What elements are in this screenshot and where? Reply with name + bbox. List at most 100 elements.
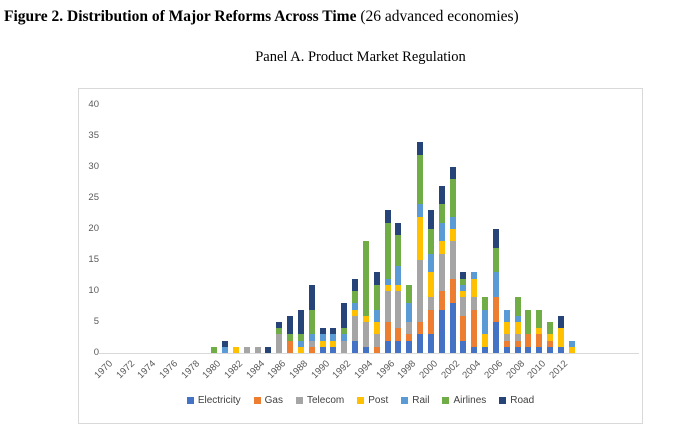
bar-segment-telecom-2004 xyxy=(471,297,478,310)
bar-segment-electricity-2002 xyxy=(449,303,456,353)
bar-segment-telecom-1998 xyxy=(406,322,413,335)
bar-segment-airlines-2003 xyxy=(460,278,467,285)
bar-segment-telecom-2003 xyxy=(460,297,467,316)
bar-segment-road-1995 xyxy=(373,272,380,285)
legend-label: Rail xyxy=(412,395,430,406)
bar-segment-airlines-1995 xyxy=(373,284,380,310)
bar-segment-post-2002 xyxy=(449,229,456,242)
bar-segment-rail-1981 xyxy=(222,346,229,353)
bar-segment-post-2013 xyxy=(568,346,575,353)
y-axis-tick-label: 20 xyxy=(88,223,99,234)
bar-segment-rail-1992 xyxy=(341,334,348,341)
bar-segment-telecom-1992 xyxy=(341,340,348,353)
chart-box: 0 5 10 15 20 25 30 35 40 1970 1972 1974 1976 1978 1980… xyxy=(78,88,643,424)
bar-segment-rail-2003 xyxy=(460,284,467,291)
bar-segment-gas-1995 xyxy=(373,346,380,353)
bar-segment-gas-2002 xyxy=(449,278,456,304)
bar-segment-electricity-2000 xyxy=(427,334,434,353)
legend-swatch-icon xyxy=(186,397,194,404)
panel-title: Panel A. Product Market Regulation xyxy=(255,49,466,65)
bar-segment-telecom-2008 xyxy=(514,334,521,341)
y-axis-tick-label: 5 xyxy=(93,316,99,327)
legend-item-rail: Rail xyxy=(401,395,429,406)
bar-segment-electricity-1998 xyxy=(406,340,413,353)
bar-segment-gas-2007 xyxy=(503,340,510,347)
bar-segment-rail-1998 xyxy=(406,303,413,322)
bar-segment-electricity-1997 xyxy=(395,340,402,353)
bar-segment-gas-2000 xyxy=(427,309,434,335)
bar-segment-electricity-2012 xyxy=(557,346,564,353)
bar-segment-rail-1995 xyxy=(373,309,380,322)
bar-segment-gas-1996 xyxy=(384,322,391,341)
y-axis-tick-label: 30 xyxy=(88,161,99,172)
bar-segment-electricity-2001 xyxy=(438,309,445,353)
y-axis-tick-label: 0 xyxy=(93,347,99,358)
bar-segment-road-1988 xyxy=(297,309,304,335)
bar-segment-post-1997 xyxy=(395,284,402,291)
bar-segment-electricity-2003 xyxy=(460,340,467,353)
bar-segment-post-2005 xyxy=(482,334,489,347)
legend-item-airlines: Airlines xyxy=(442,395,486,406)
bar-segment-road-1987 xyxy=(287,315,294,335)
bar-segment-airlines-1986 xyxy=(276,328,283,335)
bar-segment-rail-2004 xyxy=(471,272,478,279)
figure-title-normal: (26 advanced economies) xyxy=(356,8,519,25)
bar-segment-post-2010 xyxy=(536,328,543,335)
bar-segment-post-1982 xyxy=(232,346,239,353)
bar-segment-airlines-1980 xyxy=(211,346,218,353)
legend-item-gas: Gas xyxy=(253,395,283,406)
bar-segment-road-2001 xyxy=(438,185,445,205)
bar-segment-electricity-2006 xyxy=(492,322,499,353)
legend-label: Post xyxy=(368,395,389,406)
chart-legend: Electricity Gas Telecom Post Rail Airlines Roa… xyxy=(79,395,642,406)
bar-segment-gas-1999 xyxy=(417,322,424,335)
bar-segment-road-2012 xyxy=(557,315,564,329)
legend-swatch-icon xyxy=(499,397,507,404)
x-axis-line xyxy=(99,353,639,354)
bar-segment-electricity-2009 xyxy=(525,346,532,353)
legend-item-electricity: Electricity xyxy=(186,395,241,406)
figure-title: Figure 2. Distribution of Major Reforms … xyxy=(4,7,686,26)
bar-segment-airlines-1999 xyxy=(417,154,424,205)
bar-segment-rail-1999 xyxy=(417,204,424,217)
bar-segment-airlines-2006 xyxy=(492,247,499,273)
bar-segment-electricity-1993 xyxy=(352,340,359,353)
bar-segment-rail-1991 xyxy=(330,334,337,341)
bar-segment-road-1996 xyxy=(384,210,391,223)
bar-segment-road-1992 xyxy=(341,303,348,329)
bar-segment-electricity-2011 xyxy=(547,346,554,353)
bar-segment-gas-2001 xyxy=(438,291,445,310)
bar-segment-post-1991 xyxy=(330,340,337,347)
bar-segment-telecom-1999 xyxy=(417,260,424,322)
bar-segment-post-1999 xyxy=(417,216,424,260)
bar-segment-gas-1997 xyxy=(395,328,402,341)
bar-segment-airlines-1998 xyxy=(406,284,413,304)
legend-item-post: Post xyxy=(357,395,388,406)
bar-segment-gas-1989 xyxy=(308,346,315,353)
y-axis-tick-label: 15 xyxy=(88,254,99,265)
bar-segment-rail-1988 xyxy=(297,340,304,347)
legend-label: Electricity xyxy=(197,395,241,406)
bar-segment-road-2006 xyxy=(492,229,499,248)
bar-segment-telecom-1996 xyxy=(384,291,391,322)
bar-segment-airlines-2001 xyxy=(438,204,445,223)
bar-segment-rail-1996 xyxy=(384,278,391,285)
bar-segment-electricity-1999 xyxy=(417,334,424,353)
bar-segment-post-2003 xyxy=(460,291,467,298)
legend-swatch-icon xyxy=(442,397,450,404)
bar-segment-post-2011 xyxy=(547,334,554,341)
bar-segment-airlines-1988 xyxy=(297,334,304,341)
bar-segment-telecom-2007 xyxy=(503,334,510,341)
bar-segment-rail-1997 xyxy=(395,266,402,285)
figure-title-bold: Figure 2. Distribution of Major Reforms … xyxy=(4,8,357,25)
bar-segment-rail-1989 xyxy=(308,334,315,341)
bar-segment-airlines-2000 xyxy=(427,229,434,254)
bar-segment-road-1986 xyxy=(276,322,283,329)
bar-segment-telecom-1984 xyxy=(254,346,261,353)
legend-label: Telecom xyxy=(306,395,345,406)
bar-segment-telecom-1993 xyxy=(352,315,359,341)
bar-segment-post-1995 xyxy=(373,322,380,335)
bar-segment-rail-2000 xyxy=(427,253,434,273)
bar-segment-airlines-2008 xyxy=(514,297,521,316)
y-axis-tick-label: 40 xyxy=(88,99,99,110)
